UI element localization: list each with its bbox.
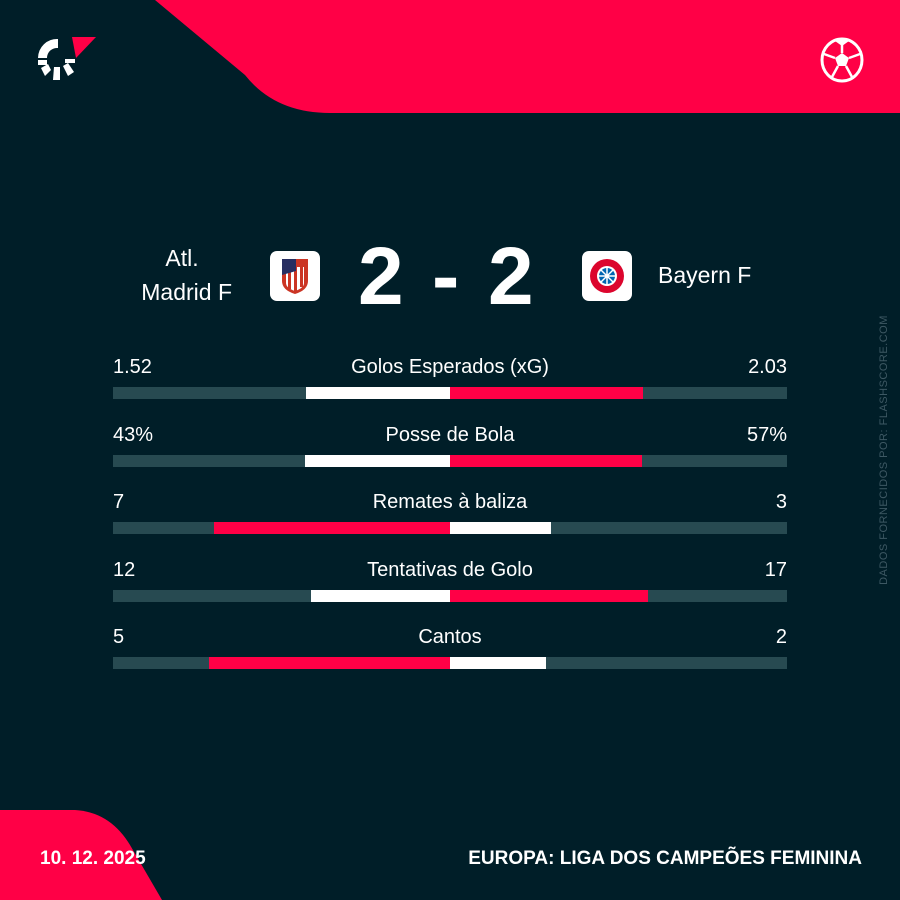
away-stat-value: 3 <box>775 491 787 513</box>
stat-bar-track <box>113 657 787 669</box>
away-stat-value: 57% <box>746 424 787 446</box>
competition-name[interactable]: EUROPA: LIGA DOS CAMPEÕES FEMININA <box>468 848 862 869</box>
away-team-name[interactable]: Bayern F <box>658 262 752 288</box>
home-score: 2 <box>358 231 404 322</box>
stat-label: Golos Esperados (xG) <box>351 356 549 378</box>
away-stat-value: 2.03 <box>748 356 787 378</box>
away-stat-bar <box>450 590 648 602</box>
stat-row: 43% Posse de Bola 57% <box>113 424 787 494</box>
data-credit: DADOS FORNECIDOS POR: FLASHSCORE.COM <box>878 315 890 585</box>
away-stat-bar <box>450 387 643 399</box>
stat-row: 12 Tentativas de Golo 17 <box>113 559 787 629</box>
stat-label: Posse de Bola <box>385 424 515 446</box>
stat-row: 1.52 Golos Esperados (xG) 2.03 <box>113 356 787 426</box>
soccer-ball-icon <box>820 37 864 88</box>
stat-label: Tentativas de Golo <box>367 559 533 581</box>
score-separator: - <box>432 231 460 322</box>
home-team-name[interactable]: Atl. Madrid F <box>141 245 232 305</box>
home-stat-bar <box>305 387 450 399</box>
stat-label: Cantos <box>418 626 482 648</box>
home-stat-bar <box>209 657 450 669</box>
home-stat-bar <box>214 522 450 534</box>
atletico-madrid-crest[interactable] <box>270 251 320 301</box>
away-score: 2 <box>488 231 534 322</box>
stat-row: 5 Cantos 2 <box>113 626 787 696</box>
home-stat-value: 5 <box>113 626 125 648</box>
stat-label: Remates à baliza <box>372 491 528 513</box>
home-stat-bar <box>310 590 450 602</box>
home-stat-value: 43% <box>113 424 154 446</box>
away-stat-value: 2 <box>775 626 787 648</box>
stat-bar-track <box>113 522 787 534</box>
home-stat-value: 1.52 <box>113 356 152 378</box>
bayern-munich-crest[interactable] <box>582 251 632 301</box>
home-stat-bar <box>305 455 450 467</box>
stat-bar-track <box>113 590 787 602</box>
away-stat-bar <box>450 522 552 534</box>
away-stat-bar <box>450 455 643 467</box>
flashscore-logo[interactable] <box>36 36 96 85</box>
stat-bar-track <box>113 455 787 467</box>
match-date: 10. 12. 2025 <box>40 848 146 869</box>
away-stat-bar <box>450 657 547 669</box>
stat-row: 7 Remates à baliza 3 <box>113 491 787 561</box>
away-stat-value: 17 <box>764 559 787 581</box>
stat-bar-track <box>113 387 787 399</box>
home-stat-value: 7 <box>113 491 125 513</box>
home-stat-value: 12 <box>113 559 136 581</box>
